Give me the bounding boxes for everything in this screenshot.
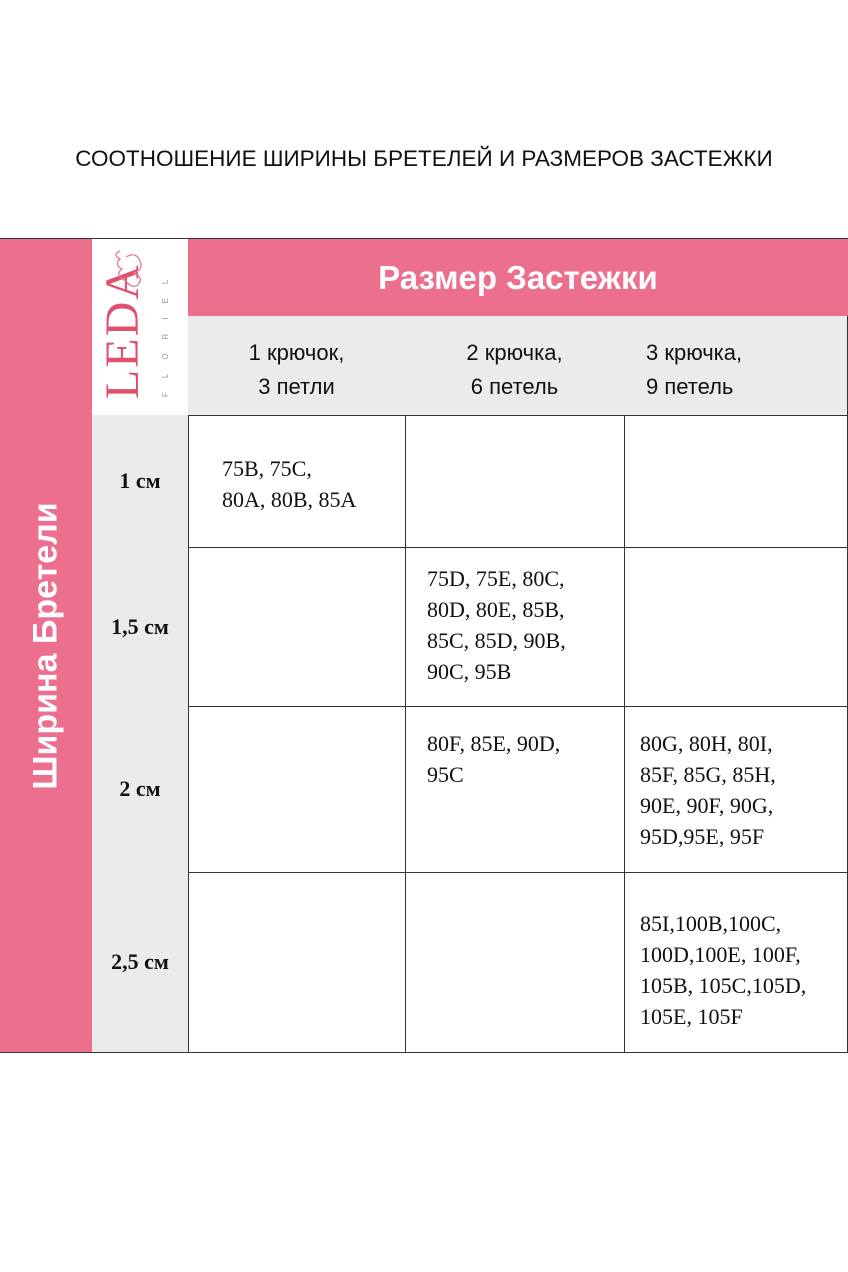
leda-logo: LEDA FLORIEL [92, 238, 189, 416]
size-cell [188, 547, 406, 707]
column-header: 2 крючка, 6 петель [405, 316, 625, 416]
row-label: 1 см [92, 415, 189, 548]
size-cell [188, 872, 406, 1053]
size-cell [405, 415, 625, 548]
page-title: СООТНОШЕНИЕ ШИРИНЫ БРЕТЕЛЕЙ И РАЗМЕРОВ З… [75, 146, 773, 171]
size-cell: 75D, 75E, 80C, 80D, 80E, 85B, 85C, 85D, … [405, 547, 625, 707]
row-label: 2,5 см [92, 872, 189, 1053]
size-cell: 75B, 75C, 80A, 80B, 85A [188, 415, 406, 548]
column-header: 3 крючка, 9 петель [624, 316, 848, 416]
strap-width-label-column: Ширина Бретели [0, 238, 93, 1053]
size-cell [624, 415, 848, 548]
size-cell [624, 547, 848, 707]
svg-text:FLORIEL: FLORIEL [161, 266, 170, 397]
row-label: 2 см [92, 706, 189, 873]
size-cell: 85I,100B,100C, 100D,100E, 100F, 105B, 10… [624, 872, 848, 1053]
size-cell: 80G, 80H, 80I, 85F, 85G, 85H, 90E, 90F, … [624, 706, 848, 873]
column-header: 1 крючок, 3 петли [188, 316, 406, 416]
size-cell [188, 706, 406, 873]
size-cell [405, 872, 625, 1053]
size-cell: 80F, 85E, 90D, 95C [405, 706, 625, 873]
svg-text:LEDA: LEDA [96, 263, 149, 399]
row-label: 1,5 см [92, 547, 189, 707]
strap-width-label: Ширина Бретели [26, 502, 65, 790]
clasp-size-header: Размер Застежки [188, 238, 848, 317]
